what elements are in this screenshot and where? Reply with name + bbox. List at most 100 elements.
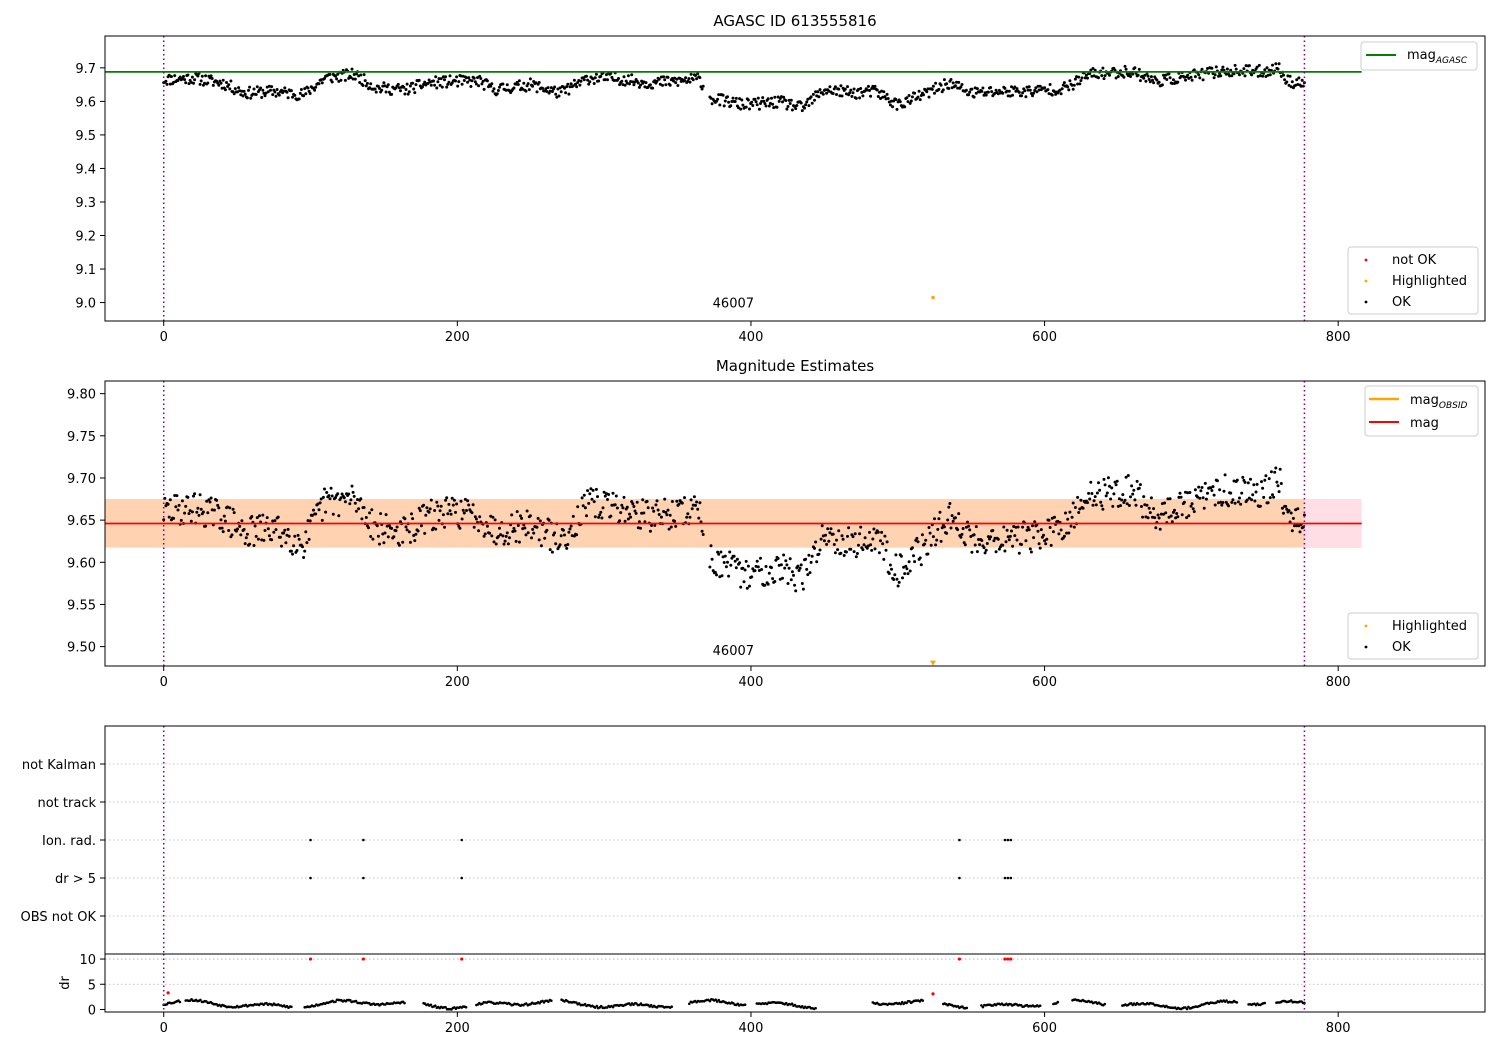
- dr-flagged-point: [166, 991, 170, 995]
- ok-point: [470, 79, 474, 83]
- ok-point: [439, 77, 443, 81]
- ok-point: [496, 535, 500, 538]
- ok-point: [1136, 73, 1140, 77]
- ok-point: [444, 75, 448, 79]
- ok-point: [408, 540, 412, 544]
- ok-point: [862, 543, 866, 547]
- ok-point: [789, 578, 793, 582]
- ok-point: [1193, 75, 1197, 79]
- ok-point: [757, 107, 761, 111]
- ok-point: [1137, 486, 1141, 490]
- ok-point: [262, 91, 266, 95]
- y-tick-label: 9.3: [75, 196, 96, 211]
- ok-point: [622, 75, 626, 79]
- ok-point: [1170, 520, 1174, 524]
- ok-point: [764, 565, 768, 568]
- legend-reference: magOBSID mag: [1364, 385, 1479, 437]
- ok-point: [508, 536, 511, 540]
- dr-point: [1056, 1000, 1060, 1004]
- ok-point: [1287, 509, 1291, 513]
- ok-point: [1014, 525, 1018, 529]
- ok-point: [1025, 85, 1029, 89]
- ok-point: [1091, 67, 1095, 70]
- dr-point: [670, 1005, 673, 1008]
- ok-point: [674, 524, 678, 528]
- ok-point: [310, 513, 314, 517]
- ok-point: [302, 556, 306, 559]
- ok-point: [934, 543, 938, 547]
- ok-point: [1047, 518, 1051, 522]
- ok-point: [238, 524, 242, 528]
- ok-point: [263, 94, 267, 98]
- ok-point: [423, 531, 427, 535]
- ok-point: [886, 97, 890, 100]
- ok-point: [957, 80, 961, 84]
- ok-point: [178, 75, 182, 79]
- ok-point: [240, 89, 244, 93]
- ok-point: [1021, 91, 1025, 95]
- ok-point: [1297, 76, 1301, 80]
- ok-point: [1167, 72, 1171, 76]
- ok-point: [727, 574, 731, 578]
- ok-point: [852, 87, 856, 91]
- ok-point: [738, 97, 742, 101]
- flag-point: [958, 876, 961, 880]
- ok-point: [1175, 512, 1179, 515]
- ok-point: [480, 82, 484, 86]
- y-tick-label: 9.50: [67, 641, 96, 656]
- ok-point: [873, 84, 877, 88]
- ok-point: [251, 92, 255, 96]
- ok-point: [593, 76, 597, 80]
- ok-point: [739, 107, 743, 111]
- ok-point: [1257, 63, 1261, 67]
- ok-point: [1028, 547, 1032, 551]
- ok-point: [243, 542, 247, 546]
- ok-point: [1227, 504, 1230, 508]
- ok-point: [936, 527, 940, 531]
- ok-point: [190, 510, 194, 514]
- ok-point: [1220, 503, 1224, 507]
- ok-point: [603, 494, 607, 498]
- ok-point: [631, 502, 635, 506]
- ok-point: [926, 87, 930, 91]
- ok-point: [737, 106, 740, 110]
- ok-point: [983, 551, 987, 555]
- ok-point: [445, 496, 449, 500]
- ok-point: [783, 566, 787, 570]
- ok-point: [1182, 500, 1186, 504]
- ok-point: [434, 75, 438, 79]
- ok-point: [365, 81, 369, 85]
- ok-point: [927, 95, 931, 99]
- ok-point: [1273, 470, 1277, 474]
- y-tick-label: 9.4: [75, 162, 96, 177]
- ok-point: [599, 510, 603, 514]
- ok-point: [349, 498, 353, 502]
- ok-point: [1138, 483, 1142, 487]
- plot-area: [105, 466, 1362, 593]
- ok-point: [1029, 550, 1033, 554]
- ok-point: [663, 78, 667, 82]
- ok-point: [1280, 506, 1284, 510]
- ok-point: [1146, 516, 1150, 520]
- ok-point: [835, 93, 838, 96]
- ok-point: [618, 519, 622, 523]
- ok-point: [212, 508, 216, 512]
- ok-point: [677, 502, 681, 506]
- ok-point: [824, 88, 827, 92]
- ok-point: [424, 513, 428, 517]
- ok-point: [292, 544, 296, 548]
- flag-point: [362, 876, 365, 880]
- ok-point: [1186, 491, 1190, 495]
- ok-point: [575, 85, 579, 89]
- legend-label-mag: mag: [1410, 416, 1439, 431]
- ok-point: [916, 95, 920, 99]
- ok-point: [206, 511, 210, 515]
- ok-point: [1073, 77, 1077, 81]
- ok-point: [369, 82, 373, 86]
- y-tick-label: 9.65: [67, 514, 96, 529]
- ok-point: [600, 516, 604, 520]
- panel-dr: 0 200 400 600 800 0 5 10 dr: [58, 953, 1486, 1036]
- ok-point: [744, 559, 748, 563]
- ok-point: [673, 76, 677, 80]
- flag-point: [1009, 838, 1013, 842]
